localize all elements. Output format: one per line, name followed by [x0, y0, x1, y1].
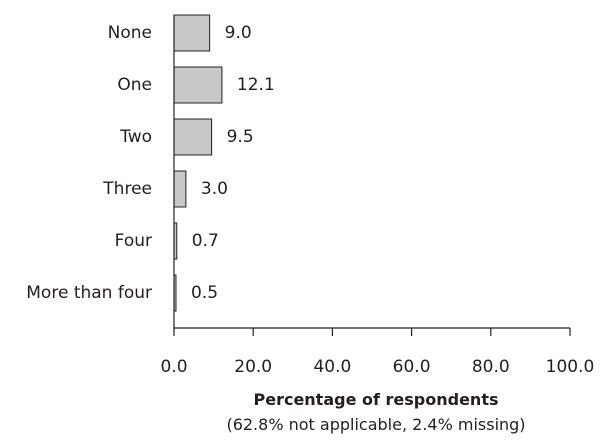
x-axis-title: Percentage of respondents: [253, 390, 498, 409]
x-axis-ticks: 0.0 20.0 40.0 60.0 80.0 100.0: [160, 328, 594, 377]
value-label-2: 9.5: [227, 127, 254, 147]
x-tick-label-5: 100.0: [546, 357, 595, 377]
x-tick-label-3: 60.0: [393, 357, 431, 377]
value-label-3: 3.0: [201, 179, 228, 199]
category-label-5: More than four: [26, 283, 152, 303]
x-tick-label-4: 80.0: [472, 357, 510, 377]
category-label-4: Four: [115, 231, 152, 251]
value-label-1: 12.1: [237, 75, 275, 95]
x-tick-label-2: 40.0: [313, 357, 351, 377]
category-label-1: One: [117, 75, 152, 95]
bars-layer: [173, 14, 223, 312]
value-label-0: 9.0: [225, 23, 252, 43]
bar-0: [173, 14, 211, 52]
x-tick-label-1: 20.0: [234, 357, 272, 377]
x-axis-subtitle: (62.8% not applicable, 2.4% missing): [226, 415, 525, 434]
value-label-4: 0.7: [192, 231, 219, 251]
bar-1: [173, 66, 223, 104]
value-label-5: 0.5: [191, 283, 218, 303]
x-tick-label-0: 0.0: [160, 357, 187, 377]
category-label-0: None: [108, 23, 152, 43]
category-label-2: Two: [119, 127, 152, 147]
bar-2: [173, 118, 213, 156]
category-label-3: Three: [102, 179, 152, 199]
value-labels: 9.0 12.1 9.5 3.0 0.7 0.5: [191, 23, 275, 303]
category-labels: None One Two Three Four More than four: [26, 23, 152, 303]
bar-3: [173, 170, 187, 208]
